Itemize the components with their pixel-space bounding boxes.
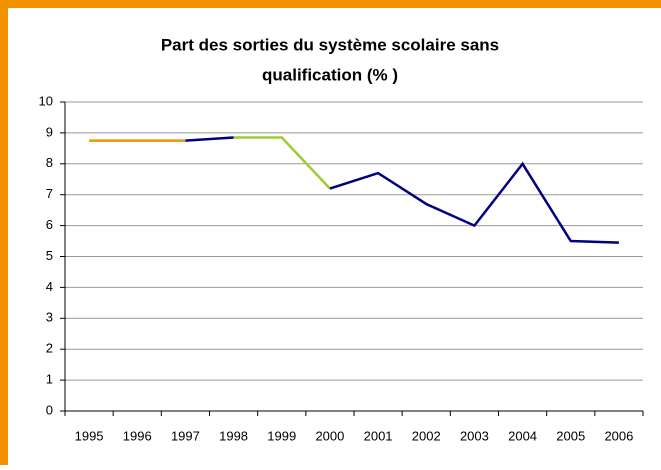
x-tick-label: 2006	[604, 428, 633, 443]
line-series	[185, 136, 619, 244]
x-tick-label: 2003	[460, 428, 489, 443]
y-tick-label: 6	[46, 217, 53, 232]
frame-top	[0, 0, 661, 8]
x-tick-label: 2001	[364, 428, 393, 443]
x-tick-label: 1998	[219, 428, 248, 443]
x-tick-label: 1999	[267, 428, 296, 443]
y-tick-label: 2	[46, 341, 53, 356]
y-tick-label: 7	[46, 186, 53, 201]
x-tick-label: 2005	[556, 428, 585, 443]
chart-title: Part des sorties du système scolaire san…	[161, 35, 499, 54]
y-tick-label: 3	[46, 310, 53, 325]
y-tick-label: 10	[39, 93, 53, 108]
y-tick-label: 4	[46, 279, 53, 294]
chart-title: qualification (% )	[262, 65, 398, 84]
x-tick-label: 1997	[171, 428, 200, 443]
x-tick-label: 1996	[123, 428, 152, 443]
y-tick-label: 9	[46, 124, 53, 139]
y-tick-label: 1	[46, 372, 53, 387]
y-tick-label: 8	[46, 155, 53, 170]
x-tick-label: 2002	[412, 428, 441, 443]
x-tick-label: 2000	[315, 428, 344, 443]
y-tick-label: 5	[46, 248, 53, 263]
y-tick-label: 0	[46, 402, 53, 417]
x-tick-label: 1995	[75, 428, 104, 443]
x-tick-label: 2004	[508, 428, 537, 443]
frame-left	[0, 0, 8, 465]
line-series	[233, 136, 331, 190]
